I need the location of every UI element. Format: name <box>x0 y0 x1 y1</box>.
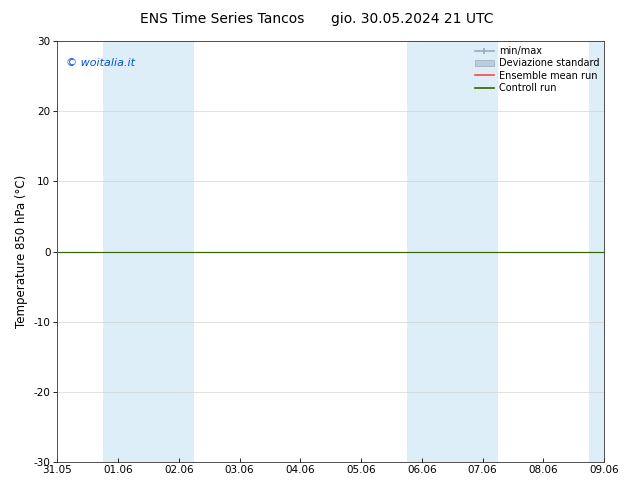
Bar <box>407 41 452 462</box>
Legend: min/max, Deviazione standard, Ensemble mean run, Controll run: min/max, Deviazione standard, Ensemble m… <box>474 46 599 93</box>
Bar <box>589 41 604 462</box>
Bar <box>148 41 194 462</box>
Text: gio. 30.05.2024 21 UTC: gio. 30.05.2024 21 UTC <box>331 12 493 26</box>
Bar <box>103 41 148 462</box>
Y-axis label: Temperature 850 hPa (°C): Temperature 850 hPa (°C) <box>15 175 28 328</box>
Text: © woitalia.it: © woitalia.it <box>65 58 134 68</box>
Bar <box>452 41 498 462</box>
Text: ENS Time Series Tancos: ENS Time Series Tancos <box>139 12 304 26</box>
